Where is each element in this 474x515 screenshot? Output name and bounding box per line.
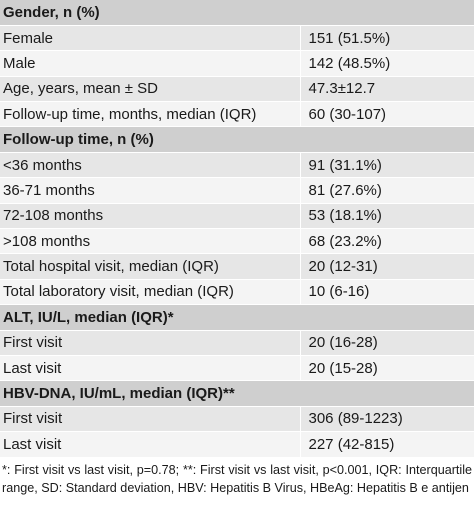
row-label: Last visit: [0, 431, 300, 458]
row-value: 306 (89-1223): [299, 406, 474, 433]
data-row: First visit 20 (16-28): [0, 330, 474, 356]
data-row: 72-108 months 53 (18.1%): [0, 203, 474, 230]
row-value: 10 (6-16): [299, 279, 474, 306]
row-value: 47.3±12.7: [299, 76, 474, 103]
data-row: Total hospital visit, median (IQR) 20 (12…: [0, 253, 474, 280]
row-value: 53 (18.1%): [299, 203, 474, 230]
data-row: Last visit 20 (15-28): [0, 355, 474, 382]
row-value: 151 (51.5%): [299, 25, 474, 52]
row-label: Total hospital visit, median (IQR): [0, 253, 300, 280]
row-label: Follow-up time, months, median (IQR): [0, 101, 300, 128]
row-label: Male: [0, 50, 300, 77]
section-title: Gender, n (%): [0, 0, 474, 26]
row-label: 36-71 months: [0, 177, 300, 204]
row-value: 68 (23.2%): [299, 228, 474, 255]
data-row: <36 months 91 (31.1%): [0, 152, 474, 179]
row-label: First visit: [0, 330, 300, 356]
row-value: 20 (15-28): [299, 355, 474, 382]
data-row: Follow-up time, months, median (IQR) 60 (…: [0, 101, 474, 128]
row-value: 142 (48.5%): [299, 50, 474, 77]
section-header-row: Follow-up time, n (%): [0, 126, 474, 153]
section-title: Follow-up time, n (%): [0, 126, 474, 153]
row-label: Female: [0, 25, 300, 52]
row-label: Last visit: [0, 355, 300, 382]
row-value: 81 (27.6%): [299, 177, 474, 204]
row-label: Total laboratory visit, median (IQR): [0, 279, 300, 306]
row-label: First visit: [0, 406, 300, 433]
row-value: 20 (16-28): [299, 330, 474, 356]
section-header-row: HBV-DNA, IU/mL, median (IQR)**: [0, 380, 474, 407]
data-row: Age, years, mean ± SD 47.3±12.7: [0, 76, 474, 103]
row-value: 227 (42-815): [299, 431, 474, 458]
row-label: 72-108 months: [0, 203, 300, 230]
data-row: Male 142 (48.5%): [0, 50, 474, 77]
section-title: HBV-DNA, IU/mL, median (IQR)**: [0, 380, 474, 407]
data-row: 36-71 months 81 (27.6%): [0, 177, 474, 204]
data-row: Total laboratory visit, median (IQR) 10 (…: [0, 279, 474, 306]
data-row: Female 151 (51.5%): [0, 25, 474, 52]
row-label: Age, years, mean ± SD: [0, 76, 300, 103]
row-label: <36 months: [0, 152, 300, 179]
section-header-row: ALT, IU/L, median (IQR)*: [0, 304, 474, 331]
data-row: >108 months 68 (23.2%): [0, 228, 474, 255]
section-header-row: Gender, n (%): [0, 0, 474, 26]
data-row: First visit 306 (89-1223): [0, 406, 474, 433]
data-row: Last visit 227 (42-815): [0, 431, 474, 458]
row-value: 20 (12-31): [299, 253, 474, 280]
row-label: >108 months: [0, 228, 300, 255]
data-table: Gender, n (%) Female 151 (51.5%) Male 142 (4…: [0, 0, 474, 458]
section-title: ALT, IU/L, median (IQR)*: [0, 304, 474, 331]
row-value: 91 (31.1%): [299, 152, 474, 179]
footnote: *: First visit vs last visit, p=0.78; **…: [2, 462, 472, 495]
row-value: 60 (30-107): [299, 101, 474, 128]
